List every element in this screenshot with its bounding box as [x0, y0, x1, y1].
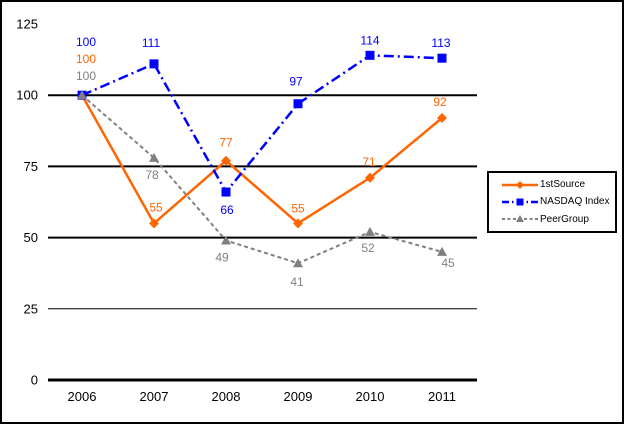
- legend-swatch-nasdaq-index: [502, 198, 538, 206]
- data-label-peergroup-2008: 49: [215, 250, 229, 264]
- legend-label: PeerGroup: [540, 213, 589, 225]
- data-label-nasdaq-index-2010: 114: [360, 33, 379, 47]
- legend-swatch-peergroup: [502, 215, 538, 223]
- data-label-1stsource-2009: 55: [291, 201, 305, 215]
- y-axis-labels: 0 25 50 75 100 125: [16, 17, 38, 388]
- x-tick-label-2007: 2007: [140, 389, 169, 404]
- data-point-peergroup-2006: [77, 90, 87, 100]
- data-label-nasdaq-index-2006: 100: [76, 35, 96, 49]
- legend-marker-nasdaq-index: [516, 198, 524, 206]
- gridlines: [48, 94, 477, 382]
- x-axis-labels: 2006 2007 2008 2009 2010 2011: [68, 389, 456, 404]
- x-tick-label-2010: 2010: [356, 389, 385, 404]
- data-point-1stsource-2009: [293, 218, 303, 229]
- series-nasdaq-index: 100 111 66 97 114 113: [76, 33, 451, 217]
- legend: 1stSource NASDAQ Index PeerGroup: [487, 171, 617, 233]
- data-point-1stsource-2007: [149, 218, 159, 229]
- data-label-peergroup-2009: 41: [290, 275, 304, 289]
- legend-marker-1stsource: [516, 180, 524, 189]
- x-tick-label-2008: 2008: [212, 389, 241, 404]
- data-point-nasdaq-index-2009: [293, 99, 303, 109]
- y-tick-label-25: 25: [24, 301, 38, 316]
- data-point-nasdaq-index-2008: [221, 187, 231, 197]
- series-line-peergroup: [81, 94, 443, 265]
- legend-marker-peergroup: [516, 215, 524, 223]
- data-point-1stsource-2010: [365, 172, 375, 183]
- y-tick-label-125: 125: [16, 17, 38, 32]
- data-point-peergroup-2008: [221, 235, 231, 245]
- data-point-1stsource-2011: [437, 112, 447, 123]
- data-point-peergroup-2007: [149, 152, 159, 162]
- data-label-1stsource-2007: 55: [149, 200, 163, 214]
- data-label-nasdaq-index-2011: 113: [431, 36, 450, 50]
- x-tick-label-2011: 2011: [428, 389, 456, 404]
- data-label-1stsource-2006: 100: [76, 52, 96, 66]
- y-tick-label-0: 0: [31, 373, 38, 388]
- data-point-nasdaq-index-2010: [365, 50, 375, 60]
- data-label-peergroup-2006: 100: [76, 69, 96, 83]
- data-point-peergroup-2009: [293, 258, 303, 268]
- legend-item-1stsource: 1stSource: [501, 177, 613, 193]
- x-tick-label-2006: 2006: [68, 389, 97, 404]
- legend-swatch-1stsource: [502, 180, 538, 189]
- data-label-nasdaq-index-2008: 66: [220, 203, 234, 217]
- data-label-peergroup-2007: 78: [145, 168, 159, 182]
- y-tick-label-50: 50: [24, 230, 38, 245]
- x-tick-label-2009: 2009: [284, 389, 313, 404]
- data-label-1stsource-2010: 71: [362, 155, 376, 169]
- data-point-1stsource-2008: [221, 155, 231, 166]
- legend-label: NASDAQ Index: [540, 196, 610, 208]
- data-point-nasdaq-index-2011: [437, 53, 447, 63]
- data-label-nasdaq-index-2009: 97: [289, 75, 303, 89]
- data-label-nasdaq-index-2007: 111: [142, 36, 161, 50]
- legend-item-peergroup: PeerGroup: [501, 211, 613, 227]
- data-label-peergroup-2011: 45: [441, 256, 455, 270]
- data-label-1stsource-2011: 92: [433, 95, 447, 109]
- series-peergroup: 100 78 49 41 52 45: [76, 69, 455, 289]
- y-tick-label-100: 100: [16, 88, 38, 103]
- series-line-nasdaq-index: [81, 54, 443, 195]
- data-point-peergroup-2010: [365, 226, 375, 236]
- data-point-nasdaq-index-2007: [149, 59, 159, 69]
- legend-item-nasdaq-index: NASDAQ Index: [501, 194, 613, 210]
- series-1stsource: 100 55 77 55 71 92: [76, 52, 447, 229]
- data-label-peergroup-2010: 52: [361, 241, 375, 255]
- data-point-peergroup-2011: [437, 246, 447, 256]
- legend-label: 1stSource: [540, 179, 586, 191]
- data-label-1stsource-2008: 77: [219, 136, 233, 150]
- series-line-1stsource: [80, 94, 443, 226]
- y-tick-label-75: 75: [24, 159, 38, 174]
